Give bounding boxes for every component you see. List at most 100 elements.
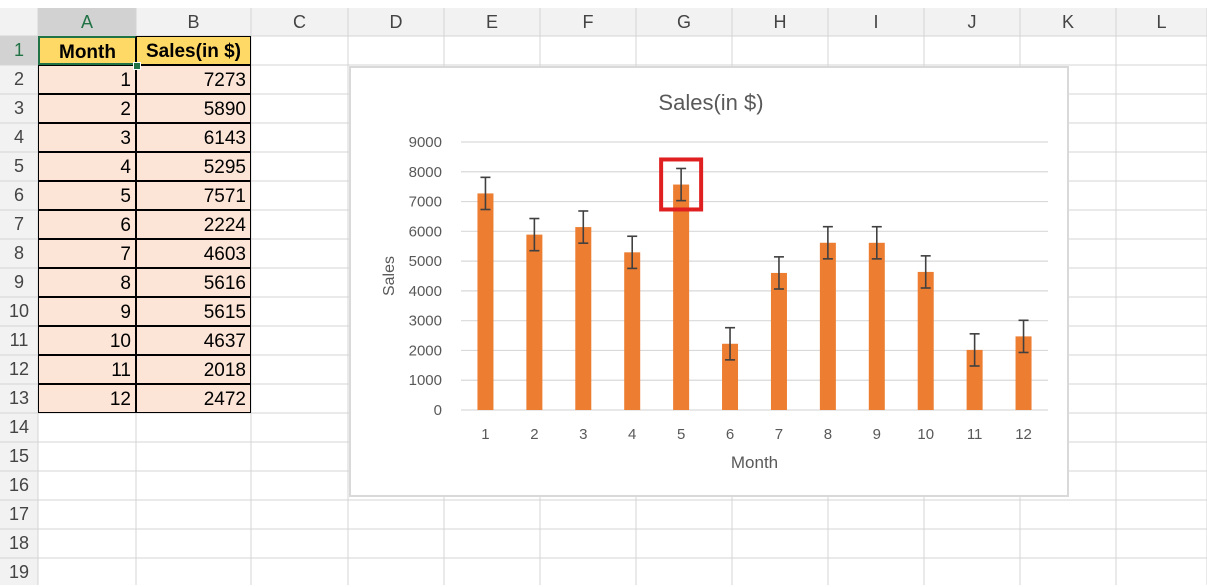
bar-month-2[interactable]: [526, 234, 543, 410]
cell-month-value[interactable]: 6: [38, 210, 136, 239]
row-header-15[interactable]: 15: [8, 446, 30, 466]
cell-month-value[interactable]: 8: [38, 268, 136, 297]
cell-sales-value[interactable]: 2018: [136, 355, 251, 384]
x-tick-label: 3: [579, 426, 587, 443]
bar-month-5[interactable]: [673, 184, 690, 410]
column-header-e[interactable]: E: [485, 12, 498, 32]
cell-sales-value[interactable]: 7273: [136, 65, 251, 94]
row-header-14[interactable]: 14: [8, 417, 30, 437]
x-tick-label: 7: [775, 426, 783, 443]
cell-month-value[interactable]: 7: [38, 239, 136, 268]
bar-month-7[interactable]: [770, 272, 787, 410]
y-tick-label: 1000: [409, 372, 442, 389]
x-tick-label: 12: [1015, 426, 1032, 443]
x-tick-label: 5: [677, 426, 685, 443]
bar-month-10[interactable]: [917, 271, 934, 410]
cell-month-value[interactable]: 9: [38, 297, 136, 326]
cell-a1-month-header[interactable]: Month: [38, 36, 136, 65]
cell-sales-value[interactable]: 4637: [136, 326, 251, 355]
cell-sales-value[interactable]: 7571: [136, 181, 251, 210]
cell-sales-value[interactable]: 4603: [136, 239, 251, 268]
x-tick-label: 1: [481, 426, 489, 443]
cell-month-value[interactable]: 3: [38, 123, 136, 152]
row-header-11[interactable]: 11: [9, 330, 29, 350]
row-header-16[interactable]: 16: [8, 475, 30, 495]
cell-sales-value[interactable]: 2224: [136, 210, 251, 239]
row-header-2[interactable]: 2: [13, 69, 24, 89]
cell-sales-value[interactable]: 5295: [136, 152, 251, 181]
cell-month-value[interactable]: 4: [38, 152, 136, 181]
y-tick-label: 0: [434, 402, 442, 419]
y-tick-label: 5000: [409, 253, 442, 270]
bar-month-1[interactable]: [477, 193, 494, 410]
cell-month-value[interactable]: 1: [38, 65, 136, 94]
column-header-f[interactable]: F: [582, 12, 594, 32]
selected-row-header: [0, 36, 38, 65]
cell-sales-value[interactable]: 5615: [136, 297, 251, 326]
column-header-a[interactable]: A: [80, 12, 93, 32]
cell-month-value[interactable]: 2: [38, 94, 136, 123]
row-header-18[interactable]: 18: [8, 533, 30, 553]
bar-month-3[interactable]: [575, 227, 592, 410]
x-axis-label: Month: [731, 453, 778, 472]
column-header-g[interactable]: G: [676, 12, 691, 32]
column-header-d[interactable]: D: [389, 12, 403, 32]
row-header-8[interactable]: 8: [13, 243, 24, 263]
column-header-l[interactable]: L: [1156, 12, 1167, 32]
y-tick-label: 9000: [409, 134, 442, 151]
cell-month-value[interactable]: 11: [38, 355, 136, 384]
column-header-bar: [0, 8, 1207, 36]
y-axis-label: Sales: [381, 256, 398, 296]
cell-month-value[interactable]: 12: [38, 384, 136, 413]
bar-month-12[interactable]: [1015, 336, 1032, 410]
column-header-i[interactable]: I: [873, 12, 879, 32]
column-header-h[interactable]: H: [773, 12, 787, 32]
selected-column-header: [38, 8, 136, 36]
row-header-19[interactable]: 19: [8, 562, 30, 582]
column-header-c[interactable]: C: [293, 12, 306, 32]
bar-month-4[interactable]: [624, 252, 641, 410]
x-tick-label: 2: [530, 426, 538, 443]
row-header-12[interactable]: 12: [8, 359, 30, 379]
x-tick-label: 10: [917, 426, 934, 443]
x-tick-label: 8: [824, 426, 832, 443]
cell-sales-value[interactable]: 2472: [136, 384, 251, 413]
x-tick-label: 4: [628, 426, 636, 443]
cell-sales-value[interactable]: 6143: [136, 123, 251, 152]
column-header-k[interactable]: K: [1061, 12, 1074, 32]
fill-handle[interactable]: [133, 62, 141, 70]
row-header-13[interactable]: 13: [8, 388, 30, 408]
row-header-7[interactable]: 7: [13, 214, 24, 234]
y-tick-label: 8000: [409, 164, 442, 181]
cell-b1-sales-header[interactable]: Sales(in $): [136, 36, 251, 65]
bar-month-8[interactable]: [819, 242, 836, 410]
cell-sales-value[interactable]: 5616: [136, 268, 251, 297]
cell-sales-value[interactable]: 5890: [136, 94, 251, 123]
row-header-4[interactable]: 4: [13, 127, 24, 147]
bar-month-11[interactable]: [966, 349, 983, 410]
column-header-b[interactable]: B: [187, 12, 200, 32]
chart-title[interactable]: Sales(in $): [658, 90, 763, 115]
row-header-3[interactable]: 3: [13, 98, 24, 118]
row-header-10[interactable]: 10: [8, 301, 30, 321]
row-header-6[interactable]: 6: [13, 185, 24, 205]
y-tick-label: 6000: [409, 223, 442, 240]
column-header-j[interactable]: J: [967, 12, 977, 32]
bar-month-9[interactable]: [868, 242, 885, 410]
y-tick-label: 3000: [409, 313, 442, 330]
row-header-5[interactable]: 5: [13, 156, 24, 176]
cell-month-value[interactable]: 10: [38, 326, 136, 355]
cell-month-value[interactable]: 5: [38, 181, 136, 210]
highlight-box: [659, 157, 704, 212]
row-header-1[interactable]: 1: [13, 40, 24, 60]
row-header-9[interactable]: 9: [13, 272, 24, 292]
y-tick-label: 4000: [409, 283, 442, 300]
chart-svg: Sales(in $) 0 1000 2000 3000 4000 5000 6000 7000…: [381, 90, 1048, 472]
x-tick-label: 11: [967, 426, 983, 443]
y-tick-label: 7000: [409, 194, 442, 211]
sales-chart[interactable]: Sales(in $) 0 1000 2000 3000 4000 5000 6000 7000…: [349, 66, 1069, 497]
x-tick-label: 6: [726, 426, 734, 443]
x-tick-label: 9: [873, 426, 881, 443]
row-header-17[interactable]: 17: [8, 504, 30, 524]
y-tick-label: 2000: [409, 342, 442, 359]
